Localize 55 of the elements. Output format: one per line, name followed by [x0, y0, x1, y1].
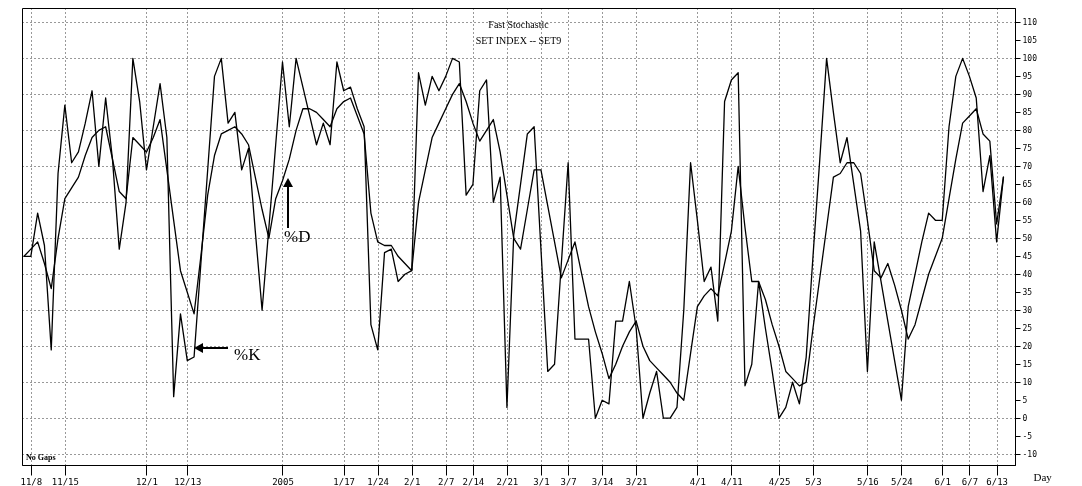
y-tick-label: 15: [1022, 359, 1033, 369]
y-tick-label: 60: [1022, 197, 1033, 207]
x-tick-label: 5/24: [891, 476, 913, 486]
y-tick-label: 35: [1022, 287, 1033, 297]
y-tick-label: 95: [1022, 71, 1033, 81]
y-tick-label: 90: [1022, 89, 1033, 99]
y-tick-label: 30: [1022, 305, 1033, 315]
text: SET INDEX -- SET9: [475, 35, 562, 46]
y-tick-label: 100: [1022, 53, 1038, 63]
annotation: %D: [284, 227, 311, 246]
x-tick-label: 4/11: [721, 476, 743, 486]
y-tick-label: 65: [1022, 179, 1033, 189]
x-tick-label: 11/15: [51, 476, 79, 486]
x-axis-title: Day: [1033, 470, 1053, 483]
y-tick-label: 85: [1022, 107, 1033, 117]
x-tick-label: 2/21: [496, 476, 519, 486]
x-tick-label: 3/1: [533, 476, 550, 486]
y-tick-label: 20: [1022, 341, 1033, 351]
y-tick-label: 75: [1022, 143, 1033, 153]
y-tick-label: 45: [1022, 251, 1033, 261]
x-tick-label: 11/8: [20, 476, 43, 486]
x-tick-label: 1/24: [367, 476, 390, 486]
x-tick-label: 6/7: [961, 476, 979, 486]
x-tick-label: 2005: [272, 476, 294, 486]
y-tick-label: 25: [1022, 323, 1033, 333]
annotation: No Gaps: [26, 453, 56, 462]
x-tick-label: 6/13: [986, 476, 1008, 486]
text: Fast Stochastic: [488, 19, 550, 30]
x-tick-label: 2/1: [404, 476, 421, 486]
x-tick-label: 5/16: [857, 476, 879, 486]
x-tick-label: 3/21: [625, 476, 648, 486]
y-tick-label: -5: [1022, 431, 1033, 441]
y-tick-label: 50: [1022, 233, 1033, 243]
x-tick-label: 4/1: [689, 476, 707, 486]
y-tick-label: 0: [1022, 413, 1028, 423]
y-tick-label: 80: [1022, 125, 1033, 135]
x-tick-label: 12/1: [136, 476, 158, 486]
x-tick-label: 1/17: [333, 476, 356, 486]
y-tick-label: -10: [1022, 449, 1038, 459]
y-tick-label: 70: [1022, 161, 1033, 171]
x-tick-label: 2/7: [438, 476, 455, 486]
y-tick-label: 55: [1022, 215, 1033, 225]
y-tick-label: 5: [1022, 395, 1028, 405]
x-tick-label: 3/14: [591, 476, 614, 486]
x-tick-label: 3/7: [560, 476, 577, 486]
y-tick-label: 40: [1022, 269, 1033, 279]
y-tick-label: 105: [1022, 35, 1038, 45]
y-tick-label: 110: [1022, 17, 1038, 27]
x-tick-label: 2/14: [462, 476, 485, 486]
y-tick-label: 10: [1022, 377, 1033, 387]
annotation: %K: [234, 345, 262, 364]
x-tick-label: 5/3: [805, 476, 822, 486]
x-tick-label: 6/1: [934, 476, 951, 486]
x-tick-label: 12/13: [174, 476, 202, 486]
x-tick-label: 4/25: [768, 476, 791, 486]
